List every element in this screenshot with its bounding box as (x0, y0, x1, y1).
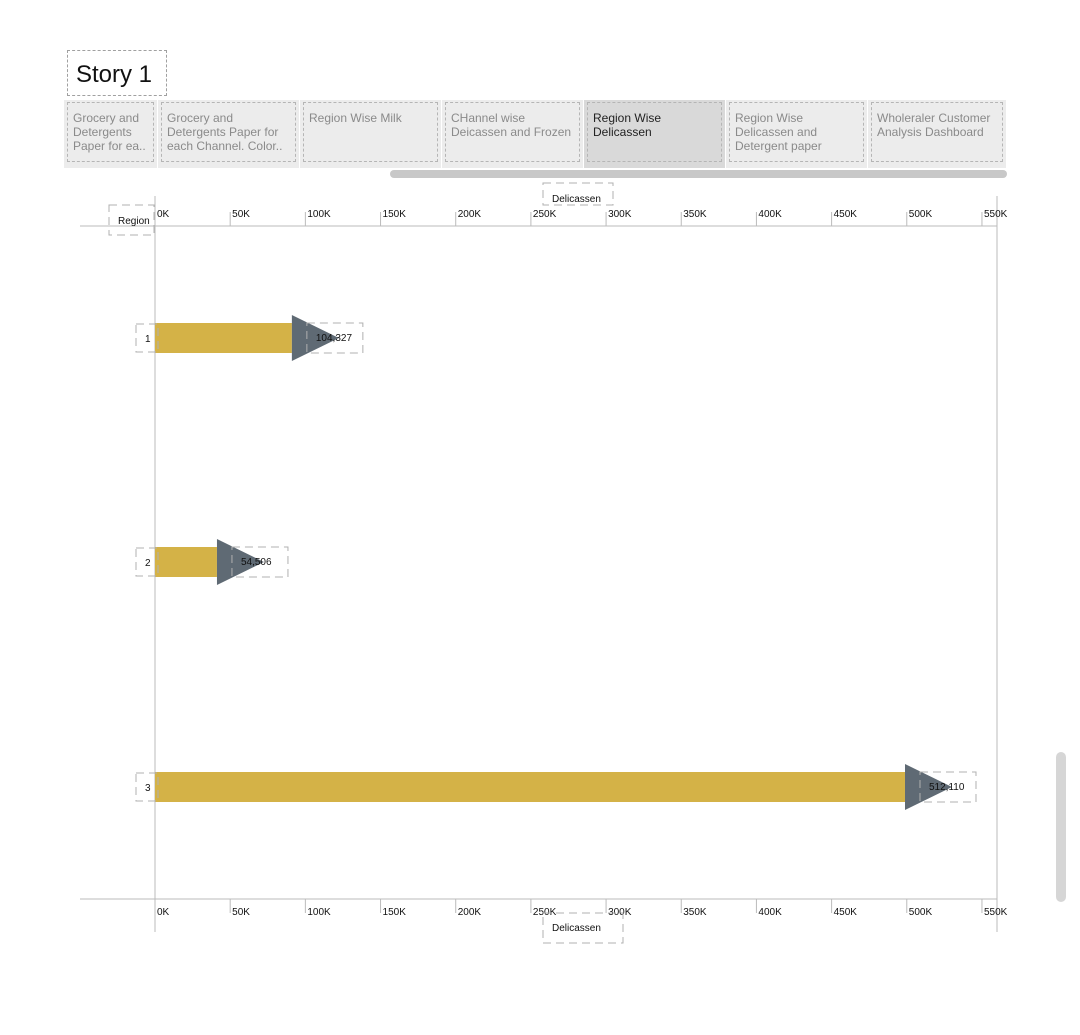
top-tick-label: 400K (758, 209, 782, 220)
top-tick-label: 250K (533, 209, 557, 220)
story-tab-1[interactable]: Grocery and Detergents Paper for ea.. (64, 100, 158, 168)
bar-arrow-region-3[interactable] (904, 764, 952, 810)
bar-arrow-region-2[interactable] (216, 539, 264, 585)
top-tick-label: 450K (834, 209, 858, 220)
data-label-region-3: 512,110 (929, 782, 965, 793)
bottom-tick-label: 400K (758, 907, 782, 918)
top-tick-label: 550K (984, 209, 1008, 220)
story-title: Story 1 (67, 50, 167, 96)
top-tick-label: 300K (608, 209, 632, 220)
top-tick-label: 0K (157, 209, 170, 220)
story-tabs: Grocery and Detergents Paper for ea.. Gro… (64, 100, 1007, 168)
story-tab-5[interactable]: Region Wise Delicassen (584, 100, 726, 168)
y-title-frame (108, 204, 155, 236)
bottom-tick-label: 150K (383, 907, 407, 918)
bar-region-3[interactable] (155, 772, 905, 802)
data-label-frame (919, 771, 977, 803)
bottom-tick-label: 0K (157, 907, 170, 918)
bottom-tick-label: 350K (683, 907, 707, 918)
bar-region-1[interactable] (155, 323, 292, 353)
bottom-tick-label: 200K (458, 907, 482, 918)
category-label-frame (135, 772, 159, 802)
category-label-frame (135, 323, 159, 353)
top-tick-label: 50K (232, 209, 250, 220)
tabs-horizontal-scrollbar[interactable] (390, 170, 1007, 178)
bottom-tick-label: 50K (232, 907, 250, 918)
category-label-frame (135, 547, 159, 577)
bottom-tick-label: 300K (608, 907, 632, 918)
data-label-region-1: 104,327 (316, 333, 353, 344)
top-tick-label: 500K (909, 209, 933, 220)
top-tick-label: 350K (683, 209, 707, 220)
bar-arrow-region-1[interactable] (291, 315, 339, 361)
top-tick-label: 100K (307, 209, 331, 220)
story-tab-7[interactable]: Wholeraler Customer Analysis Dashboard (868, 100, 1007, 168)
story-tab-6[interactable]: Region Wise Delicassen and Detergent pap… (726, 100, 868, 168)
bottom-tick-label: 450K (834, 907, 858, 918)
data-label-frame (231, 546, 289, 578)
story-tab-3[interactable]: Region Wise Milk (300, 100, 442, 168)
x-axis-title-top: Delicassen (552, 194, 601, 205)
x-title-top-frame (542, 182, 614, 206)
vertical-scrollbar[interactable] (1056, 752, 1066, 902)
bottom-tick-label: 550K (984, 907, 1008, 918)
top-tick-label: 150K (383, 209, 407, 220)
data-label-frame (306, 322, 364, 354)
bar-region-2[interactable] (155, 547, 217, 577)
bottom-tick-label: 500K (909, 907, 933, 918)
story-tab-2[interactable]: Grocery and Detergents Paper for each Ch… (158, 100, 300, 168)
category-label-region-1: 1 (145, 334, 151, 345)
x-axis-title-bottom: Delicassen (552, 923, 601, 934)
category-label-region-2: 2 (145, 558, 151, 569)
top-tick-label: 200K (458, 209, 482, 220)
data-label-region-2: 54,506 (241, 557, 272, 568)
category-label-region-3: 3 (145, 783, 151, 794)
story-tab-4[interactable]: CHannel wise Deicassen and Frozen (442, 100, 584, 168)
bottom-tick-label: 100K (307, 907, 331, 918)
x-title-bottom-frame (542, 912, 624, 944)
y-axis-title: Region (118, 216, 150, 227)
